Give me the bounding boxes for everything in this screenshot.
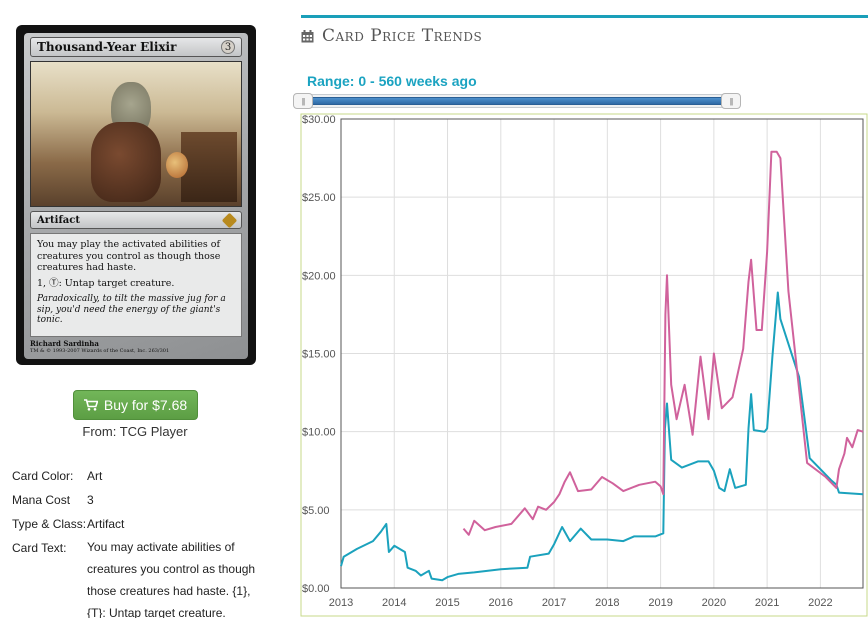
y-tick-label: $15.00 (302, 349, 336, 361)
section-divider (301, 15, 868, 18)
price-series-line-1 (340, 291, 864, 582)
card-artist: Richard Sardinha (30, 339, 99, 348)
slider-range-fill (307, 97, 731, 105)
info-label: Card Color: (12, 469, 74, 483)
card-frame: Thousand-Year Elixir 3 Artifact You may … (24, 33, 248, 359)
y-tick-label: $20.00 (302, 270, 336, 282)
card-title-bar: Thousand-Year Elixir 3 (30, 37, 242, 57)
info-row-text: Card Text: You may activate abilities of… (12, 536, 272, 618)
buy-source: From: TCG Player (82, 424, 188, 439)
price-chart-svg: $0.00 $5.00 $10.00 $15.00 $20.00 $25.00 $30.00… (300, 113, 868, 617)
x-tick-label: 2019 (648, 597, 672, 609)
info-value: You may activate abilities of creatures … (87, 540, 256, 618)
x-tick-label: 2017 (542, 597, 566, 609)
mana-cost-symbol: 3 (221, 40, 235, 54)
y-tick-label: $0.00 (302, 583, 330, 595)
card-image: Thousand-Year Elixir 3 Artifact You may … (16, 25, 256, 365)
y-tick-label: $10.00 (302, 427, 336, 439)
plot-area-border (340, 118, 864, 589)
info-label: Mana Cost (12, 493, 71, 507)
info-row-color: Card Color: Art (12, 464, 272, 488)
x-tick-label: 2018 (595, 597, 619, 609)
range-label: Range: 0 - 560 weeks ago (307, 73, 477, 89)
range-slider[interactable]: ||| ||| (293, 93, 741, 109)
card-title: Thousand-Year Elixir (37, 40, 177, 54)
art-jug (166, 152, 188, 178)
trend-header: Card Price Trends (301, 26, 482, 46)
trend-title: Card Price Trends (322, 26, 483, 46)
calendar-icon (301, 29, 314, 42)
info-row-mana: Mana Cost 3 (12, 488, 272, 512)
card-text-box: You may play the activated abilities of … (30, 233, 242, 337)
x-tick-label: 2015 (435, 597, 459, 609)
x-tick-label: 2020 (702, 597, 726, 609)
info-label: Card Text: (12, 541, 67, 555)
y-tick-label: $25.00 (302, 192, 336, 204)
card-flavor-text: Paradoxically, to tilt the massive jug f… (37, 294, 226, 325)
card-info: Card Color: Art Mana Cost 3 Type & Class… (12, 464, 272, 618)
x-tick-label: 2014 (382, 597, 406, 609)
y-tick-label: $30.00 (302, 114, 336, 126)
y-tick-label: $5.00 (302, 505, 330, 517)
slider-handle-end[interactable]: ||| (721, 93, 741, 109)
shopping-cart-icon (83, 399, 98, 411)
x-tick-label: 2013 (329, 597, 353, 609)
art-crate (181, 132, 237, 202)
price-chart: $0.00 $5.00 $10.00 $15.00 $20.00 $25.00 $30.00… (300, 113, 868, 618)
info-value: 3 (87, 493, 94, 507)
card-type-line: Artifact (37, 214, 80, 226)
buy-button[interactable]: Buy for $7.68 (73, 390, 198, 420)
info-value: Art (87, 469, 103, 483)
price-series-line-2 (462, 150, 864, 536)
x-tick-label: 2021 (755, 597, 779, 609)
x-tick-label: 2016 (489, 597, 513, 609)
info-row-type: Type & Class: Artifact (12, 512, 272, 536)
info-label: Type & Class: (12, 517, 87, 531)
info-value: Artifact (87, 517, 125, 531)
card-rules-text: You may play the activated abilities of … (37, 239, 221, 273)
slider-handle-start[interactable]: ||| (293, 93, 313, 109)
set-symbol-icon (221, 212, 238, 228)
card-copyright: TM & © 1993-2007 Wizards of the Coast, I… (30, 348, 170, 354)
card-type-bar: Artifact (30, 211, 242, 229)
x-tick-label: 2022 (808, 597, 832, 609)
art-figure-body (91, 122, 161, 202)
buy-button-label: Buy for $7.68 (103, 397, 188, 413)
card-ability-text: 1, Ⓣ: Untap target creature. (37, 277, 175, 289)
card-artwork (30, 61, 242, 207)
